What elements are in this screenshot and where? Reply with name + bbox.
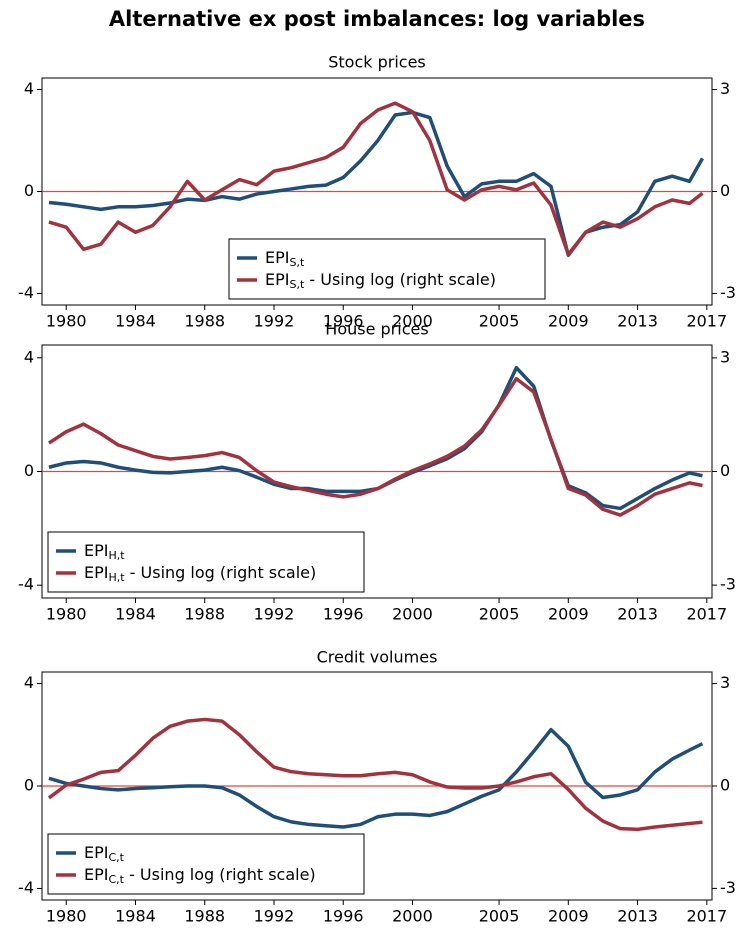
x-tick-label: 1984	[115, 907, 156, 926]
y2-tick-label: 3	[720, 673, 730, 692]
series-line	[47, 717, 703, 832]
legend-label: EPIH,t	[84, 541, 125, 563]
x-tick-label: 1996	[323, 605, 364, 624]
x-tick-label: 1988	[184, 605, 225, 624]
x-tick-label: 1980	[46, 907, 87, 926]
x-tick-label: 2000	[392, 907, 433, 926]
panel-title: Credit volumes	[317, 648, 438, 667]
x-tick-label: 2005	[479, 605, 520, 624]
legend-label: EPIH,t - Using log (right scale)	[84, 563, 316, 585]
y-tick-label: 4	[24, 673, 34, 692]
y2-tick-label: -3	[720, 283, 736, 302]
y2-tick-label: 3	[720, 79, 730, 98]
x-tick-label: 2013	[617, 312, 658, 331]
x-tick-label: 2005	[479, 907, 520, 926]
x-tick-label: 2013	[617, 605, 658, 624]
y2-tick-label: -3	[720, 878, 736, 897]
x-tick-label: 1984	[115, 605, 156, 624]
series-line	[48, 727, 704, 829]
legend-label: EPIC,t - Using log (right scale)	[84, 865, 316, 887]
x-tick-label: 2017	[686, 605, 727, 624]
x-tick-label: 1988	[184, 312, 225, 331]
y-tick-label: -4	[18, 878, 34, 897]
x-tick-label: 2013	[617, 907, 658, 926]
y-tick-label: 4	[24, 79, 34, 98]
x-tick-label: 2017	[686, 907, 727, 926]
x-tick-label: 2009	[548, 605, 589, 624]
series-line	[48, 101, 704, 257]
panel-title: House prices	[325, 320, 428, 339]
legend-box	[228, 238, 546, 300]
x-tick-label: 1992	[254, 312, 295, 331]
legend-label: EPIS,t	[265, 248, 305, 270]
x-tick-label: 2009	[548, 907, 589, 926]
x-tick-label: 1996	[323, 907, 364, 926]
x-tick-label: 1980	[46, 312, 87, 331]
y-tick-label: 0	[24, 461, 34, 480]
x-tick-label: 2009	[548, 312, 589, 331]
x-tick-label: 1996	[323, 312, 364, 331]
y2-tick-label: 3	[720, 347, 730, 366]
y-tick-label: 0	[24, 181, 34, 200]
x-tick-label: 2000	[392, 312, 433, 331]
x-tick-label: 1992	[254, 605, 295, 624]
y-tick-label: 0	[24, 776, 34, 795]
y-tick-label: -4	[18, 283, 34, 302]
figure-title: Alternative ex post imbalances: log vari…	[109, 7, 645, 31]
x-tick-label: 2005	[479, 312, 520, 331]
legend-box	[47, 531, 365, 593]
y-tick-label: -4	[18, 575, 34, 594]
x-tick-label: 1980	[46, 605, 87, 624]
legend-box	[47, 833, 365, 895]
x-tick-label: 2017	[686, 312, 727, 331]
legend-label: EPIS,t - Using log (right scale)	[265, 270, 496, 292]
y2-tick-label: 0	[720, 776, 730, 795]
x-tick-label: 1992	[254, 907, 295, 926]
y2-tick-label: -3	[720, 575, 736, 594]
y2-tick-label: 0	[720, 181, 730, 200]
y-tick-label: 4	[24, 347, 34, 366]
x-tick-label: 2000	[392, 605, 433, 624]
x-tick-label: 1988	[184, 907, 225, 926]
x-tick-label: 1984	[115, 312, 156, 331]
series-line	[47, 376, 703, 517]
panel-title: Stock prices	[328, 53, 426, 72]
legend-label: EPIC,t	[84, 843, 125, 865]
y2-tick-label: 0	[720, 461, 730, 480]
series-line	[48, 110, 705, 258]
